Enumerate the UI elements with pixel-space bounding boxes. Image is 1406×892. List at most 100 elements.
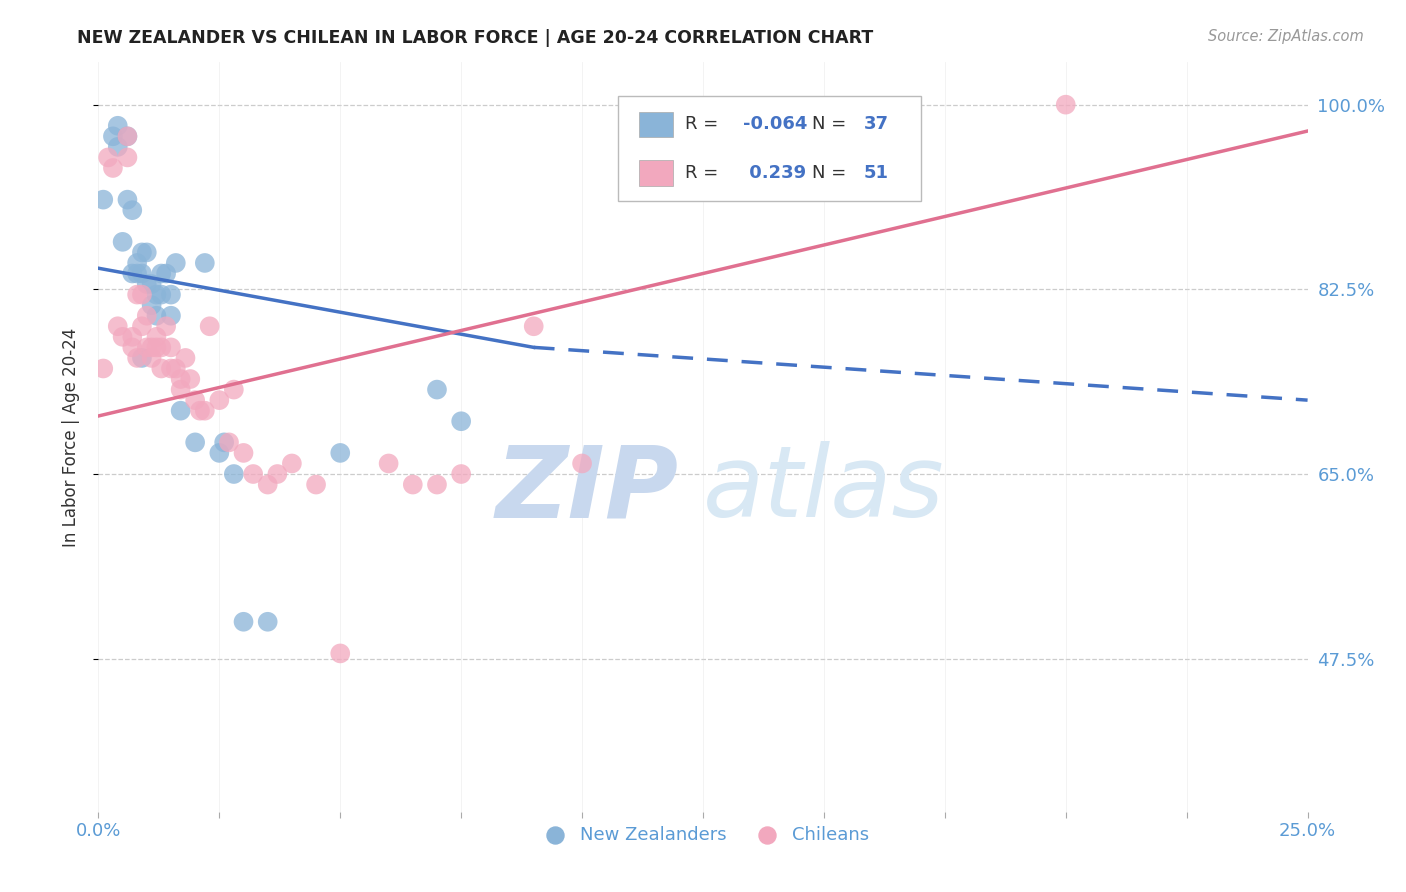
Point — [155, 267, 177, 281]
FancyBboxPatch shape — [619, 96, 921, 201]
Point — [329, 647, 352, 661]
Point — [242, 467, 264, 481]
Point — [668, 119, 690, 133]
Y-axis label: In Labor Force | Age 20-24: In Labor Force | Age 20-24 — [62, 327, 80, 547]
Point — [571, 457, 593, 471]
Point — [1054, 97, 1077, 112]
Point — [169, 403, 191, 417]
Point — [426, 477, 449, 491]
Text: 0.239: 0.239 — [742, 164, 806, 182]
Point — [121, 267, 143, 281]
Point — [145, 287, 167, 301]
Point — [91, 193, 114, 207]
Point — [402, 477, 425, 491]
Point — [329, 446, 352, 460]
Point — [281, 457, 304, 471]
Point — [135, 309, 157, 323]
Point — [232, 446, 254, 460]
Text: 37: 37 — [863, 115, 889, 133]
Point — [523, 319, 546, 334]
Point — [117, 150, 139, 164]
Point — [256, 615, 278, 629]
Point — [121, 203, 143, 218]
Point — [208, 393, 231, 408]
Text: -0.064: -0.064 — [742, 115, 807, 133]
Point — [266, 467, 288, 481]
Point — [150, 361, 173, 376]
Point — [111, 235, 134, 249]
Point — [97, 150, 120, 164]
Point — [117, 129, 139, 144]
Point — [135, 245, 157, 260]
Point — [141, 351, 163, 365]
Point — [169, 383, 191, 397]
Point — [160, 340, 183, 354]
Point — [184, 435, 207, 450]
Point — [127, 351, 149, 365]
Point — [155, 319, 177, 334]
Point — [145, 309, 167, 323]
Text: ZIP: ZIP — [496, 441, 679, 538]
Point — [426, 383, 449, 397]
Point — [141, 340, 163, 354]
Point — [150, 287, 173, 301]
Point — [450, 414, 472, 428]
Point — [127, 267, 149, 281]
Point — [150, 340, 173, 354]
Point — [117, 129, 139, 144]
Point — [141, 298, 163, 312]
Text: NEW ZEALANDER VS CHILEAN IN LABOR FORCE | AGE 20-24 CORRELATION CHART: NEW ZEALANDER VS CHILEAN IN LABOR FORCE … — [77, 29, 873, 46]
Point — [131, 319, 153, 334]
Point — [169, 372, 191, 386]
Point — [222, 467, 245, 481]
Point — [165, 361, 187, 376]
Point — [179, 372, 201, 386]
Point — [165, 256, 187, 270]
Text: atlas: atlas — [703, 441, 945, 538]
Text: N =: N = — [811, 164, 852, 182]
Point — [111, 330, 134, 344]
Point — [101, 161, 124, 175]
Point — [188, 403, 211, 417]
Point — [107, 140, 129, 154]
Point — [208, 446, 231, 460]
Text: 51: 51 — [863, 164, 889, 182]
Point — [218, 435, 240, 450]
Legend: New Zealanders, Chileans: New Zealanders, Chileans — [530, 819, 876, 851]
Point — [145, 340, 167, 354]
FancyBboxPatch shape — [638, 112, 673, 136]
Text: Source: ZipAtlas.com: Source: ZipAtlas.com — [1208, 29, 1364, 44]
Point — [107, 319, 129, 334]
Point — [121, 340, 143, 354]
Point — [135, 340, 157, 354]
Point — [101, 129, 124, 144]
Point — [127, 287, 149, 301]
Point — [222, 383, 245, 397]
Point — [141, 277, 163, 291]
Text: N =: N = — [811, 115, 852, 133]
Point — [145, 330, 167, 344]
Point — [198, 319, 221, 334]
Point — [117, 193, 139, 207]
Point — [450, 467, 472, 481]
Point — [232, 615, 254, 629]
Point — [135, 277, 157, 291]
Point — [131, 351, 153, 365]
Point — [160, 361, 183, 376]
Point — [160, 287, 183, 301]
Point — [256, 477, 278, 491]
Point — [194, 403, 217, 417]
Text: R =: R = — [685, 115, 724, 133]
Point — [377, 457, 399, 471]
Point — [160, 309, 183, 323]
Point — [305, 477, 328, 491]
FancyBboxPatch shape — [638, 161, 673, 186]
Text: R =: R = — [685, 164, 724, 182]
Point — [194, 256, 217, 270]
Point — [212, 435, 235, 450]
Point — [107, 119, 129, 133]
Point — [91, 361, 114, 376]
Point — [131, 267, 153, 281]
Point — [174, 351, 197, 365]
Point — [131, 287, 153, 301]
